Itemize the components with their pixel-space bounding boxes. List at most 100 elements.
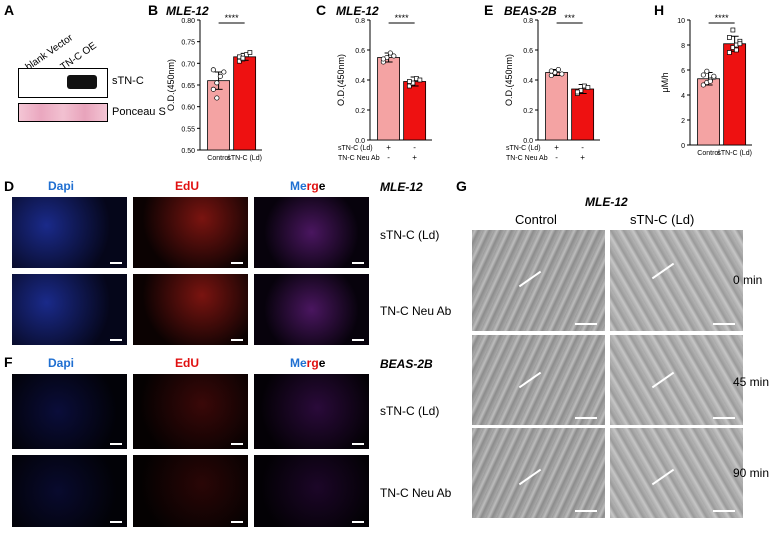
data-point (734, 47, 739, 53)
significance-stars: **** (715, 13, 730, 23)
data-point (711, 73, 717, 79)
y-tick-label: 0.70 (181, 61, 195, 68)
migration-image-stnc-90 (610, 428, 743, 518)
data-point (700, 72, 706, 78)
condition-label: TN-C Neu Ab (338, 155, 380, 162)
data-point (247, 50, 253, 55)
data-point (380, 56, 386, 62)
data-point (704, 68, 710, 74)
migration-image-control-45 (472, 335, 605, 425)
data-point (727, 35, 732, 40)
arrow-icon (518, 371, 542, 389)
panel-title-b: MLE-12 (166, 4, 209, 18)
column-label-control: Control (515, 212, 557, 227)
y-tick-label: 0 (681, 143, 685, 150)
data-point (737, 41, 743, 47)
data-point (730, 45, 736, 50)
stnc-band (67, 75, 97, 89)
y-tick-label: 0.8 (355, 18, 365, 25)
y-tick-label: 0.4 (523, 78, 533, 85)
x-tick-label: sTN-C (Ld) (227, 155, 262, 162)
merge-part-r-f: r (306, 356, 312, 370)
bar (377, 57, 401, 141)
data-point (240, 55, 246, 61)
data-point (700, 82, 706, 88)
row-label-stnc-f: sTN-C (Ld) (380, 404, 440, 418)
y-tick-label: 0.50 (181, 148, 195, 155)
merge-part-e-f: e (318, 356, 326, 370)
y-tick-label: 0.0 (523, 138, 533, 145)
y-axis-label: O.D.(450nm) (504, 54, 514, 106)
y-tick-label: 2 (681, 118, 685, 125)
panel-label-h: H (654, 2, 665, 18)
y-tick-label: 0.2 (355, 108, 365, 115)
condition-sign: + (412, 153, 417, 162)
row-label-neu-f: TN-C Neu Ab (380, 486, 452, 500)
merge-part-g: g (311, 179, 319, 193)
image-merge-neu-d (254, 274, 369, 345)
channel-merge-f: Merge (290, 356, 325, 370)
data-point (387, 50, 393, 56)
y-tick-label: 0.6 (355, 48, 365, 55)
data-point (221, 69, 227, 75)
channel-edu-d: EdU (175, 179, 199, 193)
condition-sign: - (581, 143, 584, 152)
panel-label-b: B (148, 2, 159, 18)
bar (545, 72, 568, 141)
column-label-stnc: sTN-C (Ld) (630, 212, 695, 227)
time-label-45: 45 min (733, 375, 770, 389)
condition-sign: - (413, 143, 416, 152)
condition-sign: - (387, 153, 390, 162)
x-tick-label: sTN-C (Ld) (717, 150, 752, 157)
data-point (391, 53, 397, 59)
panel-label-c: C (316, 2, 327, 18)
image-dapi-neu-d (12, 274, 127, 345)
western-blot-stnc (18, 68, 108, 98)
image-dapi-stnc-f (12, 374, 127, 449)
data-point (417, 77, 423, 83)
condition-sign: + (580, 153, 585, 162)
significance-stars: **** (225, 13, 240, 23)
condition-label: sTN-C (Ld) (506, 145, 541, 152)
panel-title-e: BEAS-2B (504, 4, 557, 18)
data-point (210, 86, 216, 92)
channel-merge-d: Merge (290, 179, 325, 193)
data-point (730, 27, 736, 33)
arrow-icon (651, 262, 675, 280)
ponceau-stain (18, 103, 108, 122)
image-dapi-stnc-d (12, 197, 127, 268)
y-tick-label: 0.65 (181, 83, 195, 90)
y-tick-label: 0.4 (355, 78, 365, 85)
data-point (407, 83, 412, 89)
merge-part-r: r (306, 179, 312, 193)
row-label-stnc-d: sTN-C (Ld) (380, 228, 440, 242)
bar (403, 81, 427, 141)
cell-line-d: MLE-12 (380, 180, 423, 194)
condition-label: sTN-C (Ld) (338, 145, 373, 152)
y-tick-label: 8 (681, 43, 685, 50)
merge-part-g-f: g (311, 356, 319, 370)
panel-label-f: F (4, 354, 13, 370)
bar (233, 56, 257, 151)
y-tick-label: 0.8 (523, 18, 533, 25)
data-point (407, 79, 412, 84)
arrow-icon (651, 468, 675, 486)
migration-image-control-90 (472, 428, 605, 518)
data-point (548, 68, 554, 74)
data-point (585, 85, 591, 90)
arrow-icon (651, 371, 675, 389)
condition-sign: - (555, 153, 558, 162)
image-edu-stnc-d (133, 197, 248, 268)
panel-label-e: E (484, 2, 494, 18)
y-axis-label: μM/h (660, 72, 670, 92)
data-point (727, 50, 732, 55)
data-point (559, 71, 565, 77)
y-tick-label: 0.0 (355, 138, 365, 145)
migration-image-stnc-45 (610, 335, 743, 425)
y-tick-label: 4 (681, 93, 685, 100)
data-point (555, 66, 561, 73)
bar (697, 78, 720, 146)
image-merge-neu-f (254, 455, 369, 527)
band-label-stnc: sTN-C (112, 75, 144, 87)
bar (207, 80, 231, 151)
